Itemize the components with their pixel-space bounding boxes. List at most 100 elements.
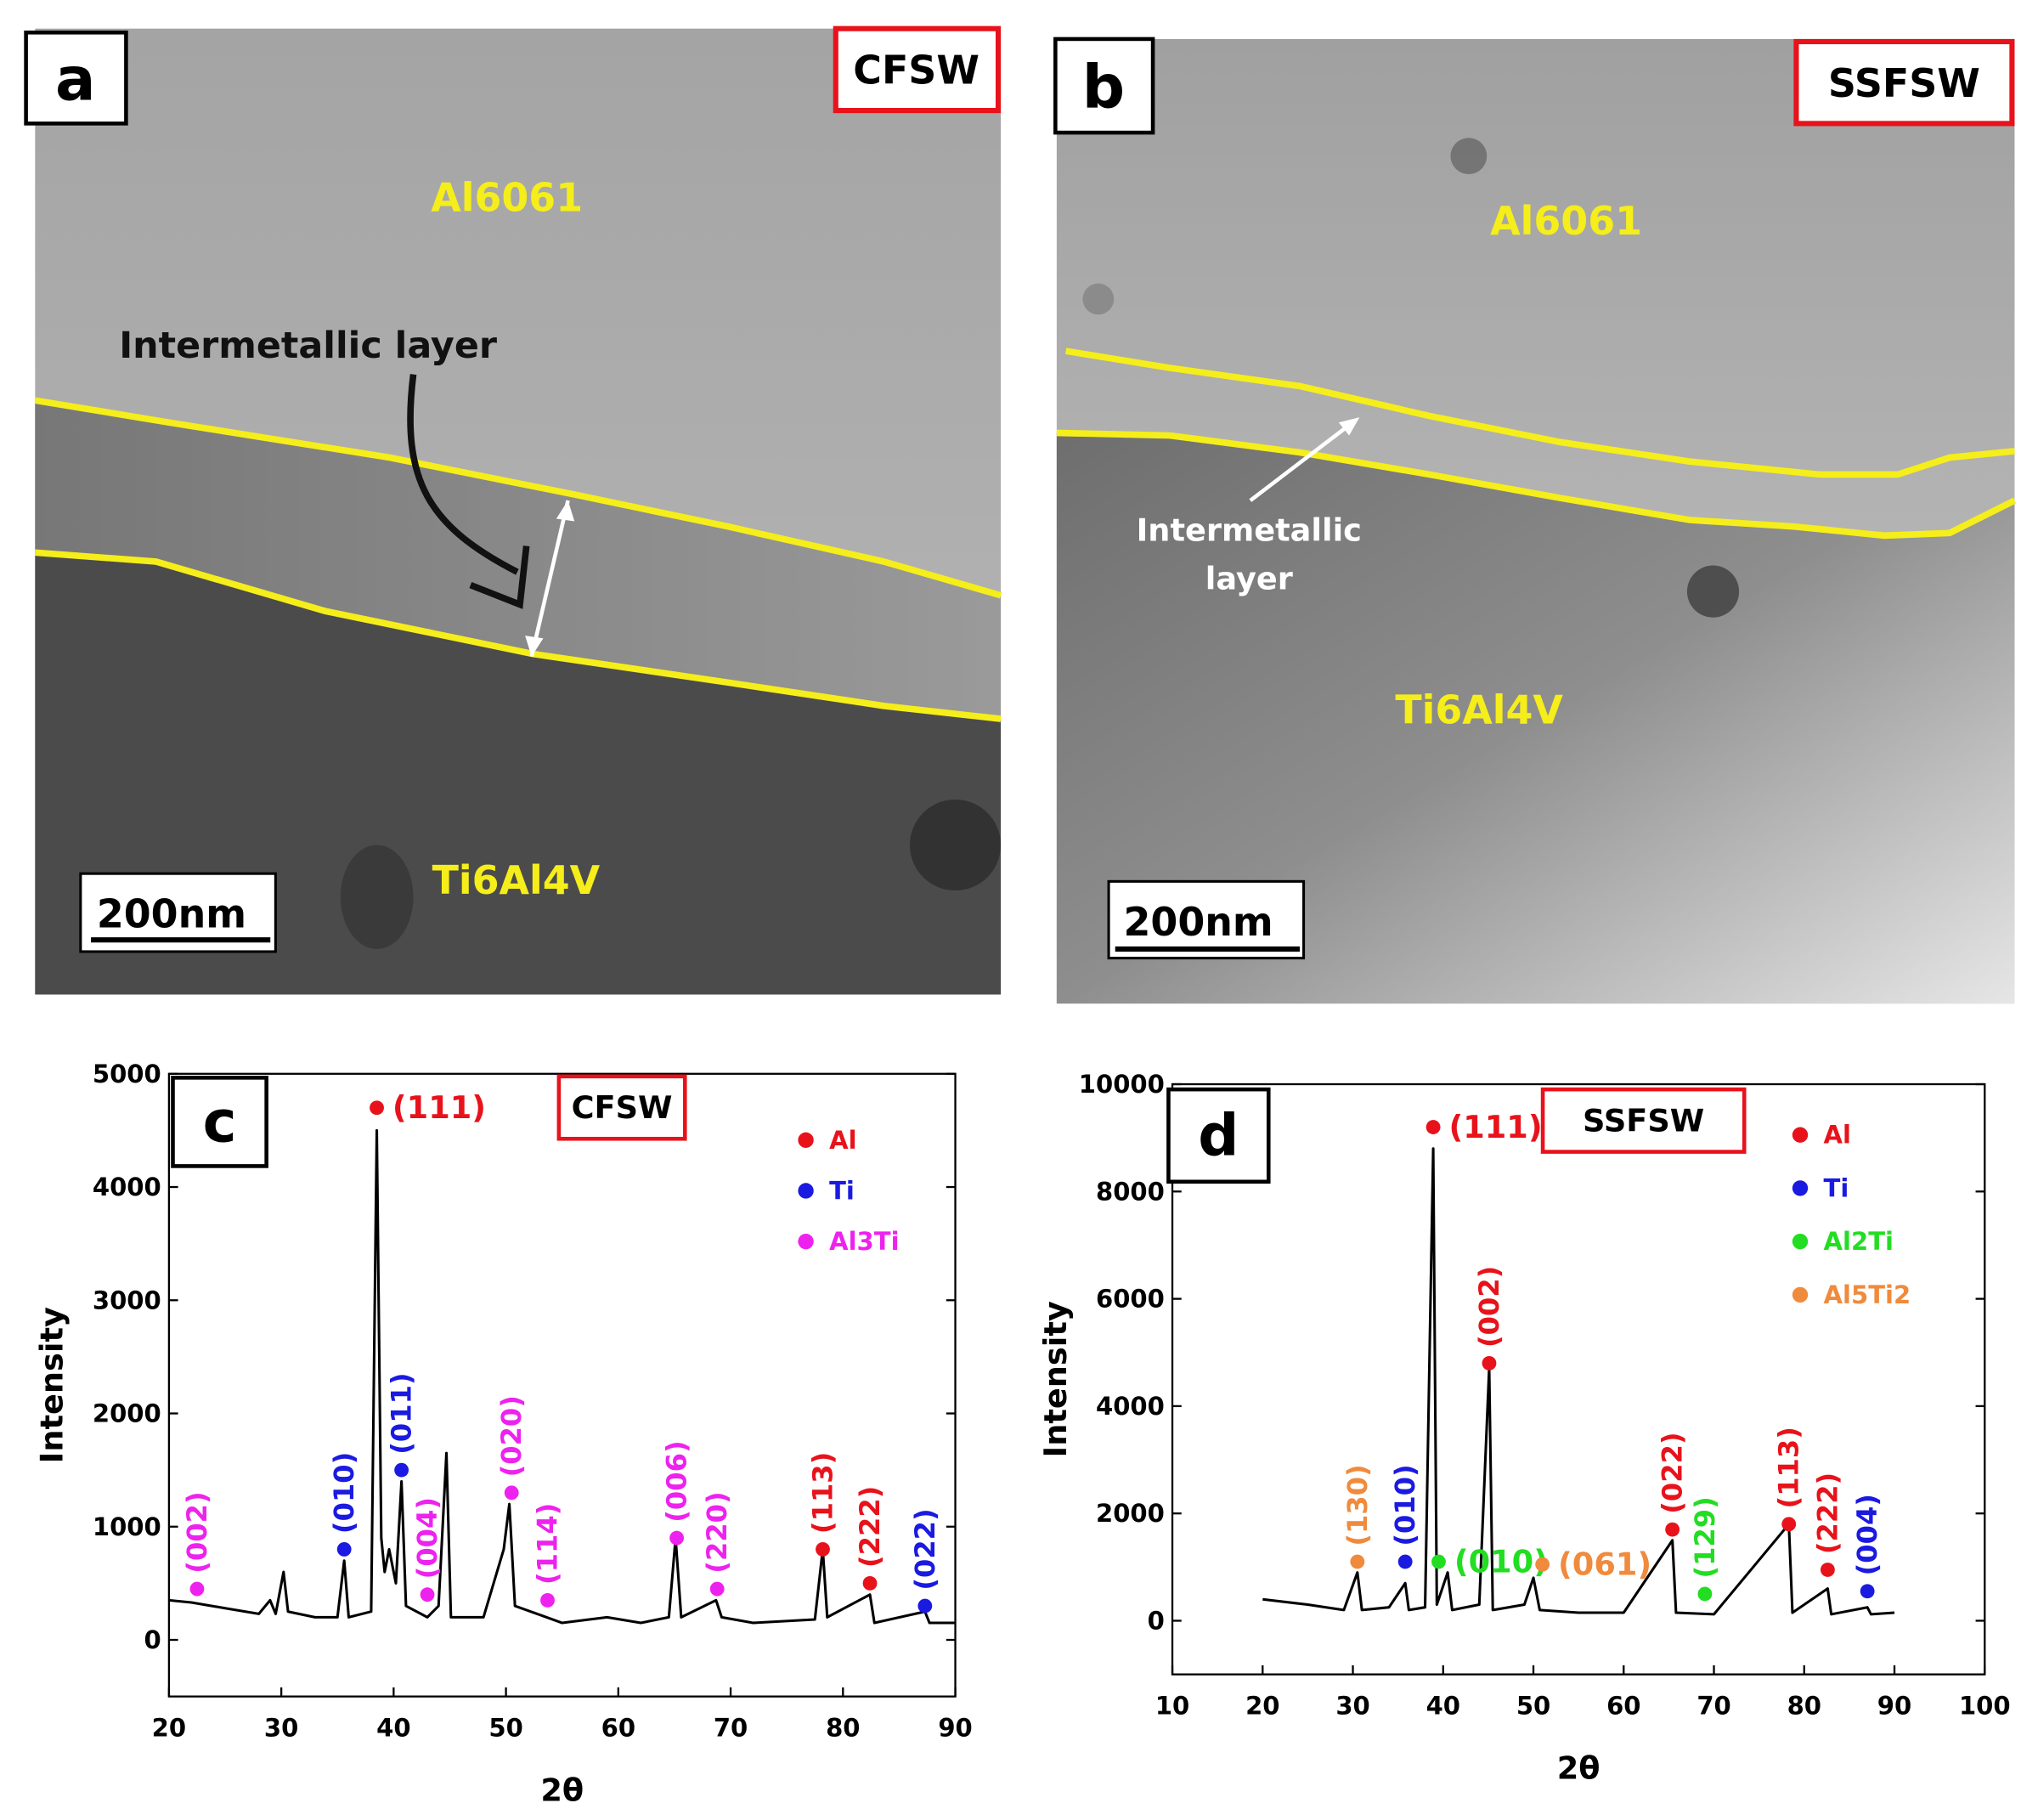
peak-label: (061) — [1558, 1546, 1651, 1583]
peak-marker — [504, 1485, 519, 1501]
y-tick-label: 0 — [1148, 1606, 1165, 1635]
y-tick-label: 4000 — [1096, 1392, 1165, 1421]
panel-letter-box — [171, 1076, 268, 1168]
boundary-line — [1056, 429, 2017, 540]
scale-bar-label: 200nm — [1124, 899, 1273, 945]
ti-region — [1056, 432, 2015, 1004]
method-tag-box — [833, 25, 1002, 114]
x-tick-label: 90 — [938, 1713, 972, 1742]
grain — [340, 845, 414, 949]
legend-label: Ti — [829, 1176, 855, 1205]
peak-marker — [1350, 1554, 1365, 1569]
peak-marker — [816, 1541, 830, 1557]
intermetallic-band — [35, 400, 1002, 720]
x-tick-label: 30 — [264, 1713, 298, 1742]
x-tick-label: 60 — [601, 1713, 635, 1742]
x-tick-label: 60 — [1606, 1691, 1640, 1720]
x-tick-label: 80 — [826, 1713, 860, 1742]
method-tag-box — [556, 1074, 687, 1141]
grain — [1450, 138, 1488, 175]
arrow — [407, 374, 519, 575]
layer-label: layer — [1205, 560, 1293, 596]
y-tick-label: 1000 — [93, 1512, 161, 1541]
peak-label: (022) — [909, 1508, 941, 1590]
arrow — [1249, 419, 1356, 502]
y-tick-label: 3000 — [93, 1286, 161, 1314]
peak-label: (002) — [181, 1491, 213, 1573]
peak-marker — [370, 1100, 384, 1116]
peak-label: (113) — [806, 1452, 838, 1534]
x-tick-label: 70 — [1696, 1691, 1730, 1720]
legend-marker — [1792, 1286, 1809, 1303]
peak-marker — [1697, 1586, 1713, 1602]
tem-panel-b: b SSFSW Al6061 Intermetallic layer Ti6Al… — [1053, 37, 2017, 1004]
peak-marker — [1781, 1517, 1797, 1532]
peak-label: (010) — [1389, 1464, 1421, 1546]
y-tick-label: 6000 — [1096, 1285, 1165, 1314]
peak-label: (129) — [1689, 1496, 1721, 1578]
arrow-head — [1338, 417, 1360, 436]
tem-panel-a: a CFSW Al6061 Intermetallic layer Ti6Al4… — [24, 25, 1002, 995]
legend-marker — [1792, 1127, 1809, 1143]
y-tick-label: 2000 — [93, 1399, 161, 1428]
peak-marker — [1397, 1554, 1413, 1569]
x-tick-label: 10 — [1155, 1691, 1189, 1720]
y-tick-label: 5000 — [93, 1060, 161, 1088]
panel-letter-box — [1053, 37, 1155, 135]
spectrum-line — [168, 1128, 956, 1625]
method-tag: CFSW — [572, 1089, 673, 1126]
plot-frame — [1171, 1082, 1986, 1676]
thickness-arrow — [529, 500, 570, 658]
x-tick-label: 30 — [1335, 1691, 1369, 1720]
scale-bar-box — [1107, 879, 1306, 960]
peak-marker — [336, 1541, 352, 1557]
boundary-line — [1064, 348, 2015, 478]
x-tick-label: 50 — [1516, 1691, 1550, 1720]
legend-marker — [798, 1183, 814, 1199]
legend-label: Ti — [1824, 1173, 1849, 1202]
legend-marker — [1792, 1180, 1809, 1196]
region-label: Al6061 — [1490, 198, 1642, 244]
peak-label: (020) — [495, 1395, 528, 1477]
legend-label: Al — [1824, 1121, 1851, 1150]
y-tick-label: 2000 — [1096, 1499, 1165, 1528]
boundary-line — [34, 397, 1002, 599]
legend-label: Al3Ti — [829, 1227, 899, 1256]
panel-letter-box — [1166, 1087, 1271, 1184]
panel-letter: d — [1198, 1102, 1239, 1168]
y-tick-label: 8000 — [1096, 1177, 1165, 1206]
peak-label: (011) — [386, 1372, 418, 1454]
x-tick-label: 90 — [1877, 1691, 1911, 1720]
y-tick-label: 0 — [144, 1625, 161, 1654]
peak-label: (004) — [411, 1497, 443, 1579]
y-axis-label: Intensity — [1037, 1301, 1074, 1457]
peak-marker — [917, 1598, 933, 1614]
panel-letter: c — [203, 1088, 237, 1155]
peak-label: (130) — [1341, 1464, 1374, 1546]
scale-bar-label: 200nm — [97, 891, 246, 937]
peak-marker — [862, 1575, 878, 1591]
peak-marker — [669, 1530, 685, 1546]
legend-marker — [798, 1132, 814, 1148]
peak-marker — [1860, 1584, 1875, 1599]
peak-label: (010) — [1454, 1544, 1548, 1580]
method-tag-box — [1793, 38, 2015, 127]
peak-marker — [1820, 1563, 1835, 1577]
legend-marker — [798, 1233, 814, 1250]
arrow-head — [525, 500, 575, 657]
peak-label: (111) — [392, 1089, 486, 1126]
peak-marker — [709, 1581, 725, 1597]
grain — [1686, 565, 1740, 618]
peak-marker — [1482, 1355, 1497, 1371]
peak-marker — [189, 1581, 205, 1597]
peak-marker — [1535, 1557, 1550, 1572]
plot-frame — [167, 1072, 957, 1698]
method-tag-box — [1540, 1087, 1747, 1154]
peak-marker — [540, 1592, 555, 1608]
peak-label: (222) — [1811, 1472, 1843, 1554]
x-tick-label: 100 — [1959, 1691, 2011, 1720]
layer-label: Intermetallic — [1137, 512, 1362, 549]
spectrum-line — [1262, 1147, 1895, 1616]
y-tick-label: 10000 — [1079, 1070, 1165, 1099]
